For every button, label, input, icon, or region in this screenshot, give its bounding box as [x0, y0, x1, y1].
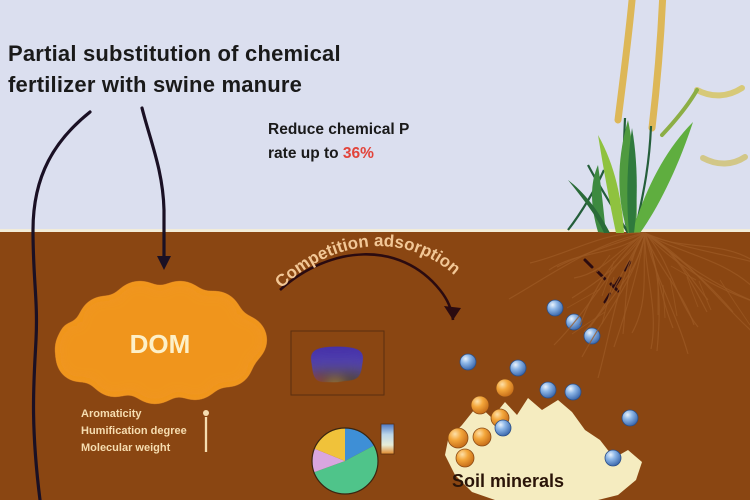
svg-text:Competition adsorption: Competition adsorption	[271, 231, 464, 291]
svg-text:DOM: DOM	[130, 329, 191, 359]
svg-text:Soil minerals: Soil minerals	[452, 471, 564, 491]
